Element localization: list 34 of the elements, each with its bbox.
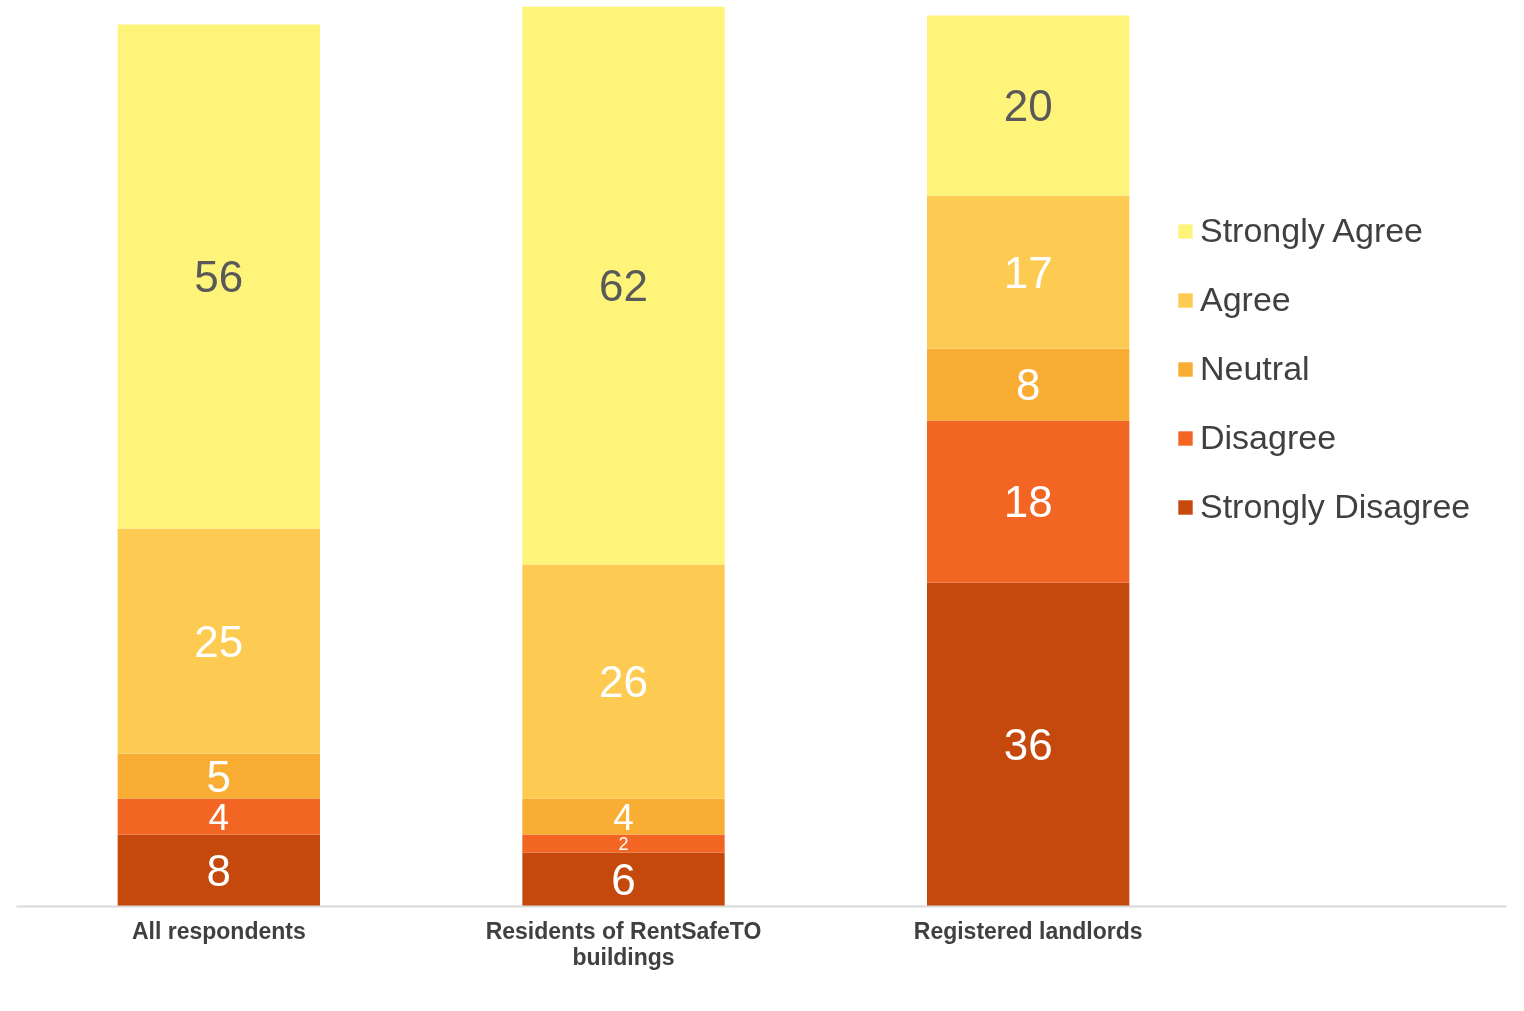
bar	[117, 834, 320, 907]
data-label: 62	[599, 261, 648, 310]
bar	[927, 348, 1130, 421]
bar	[117, 528, 320, 754]
bar	[522, 6, 725, 565]
bar	[522, 834, 725, 853]
legend-label: Agree	[1200, 280, 1291, 319]
bar	[117, 798, 320, 835]
bar	[927, 420, 1130, 583]
legend-label: Strongly Disagree	[1200, 487, 1471, 526]
data-label: 6	[611, 855, 636, 904]
bar	[927, 195, 1130, 349]
data-label: 26	[599, 657, 648, 706]
bar	[927, 15, 1130, 196]
legend-label: Strongly Agree	[1200, 211, 1424, 250]
bar	[522, 798, 725, 835]
legend-label: Disagree	[1200, 418, 1337, 457]
data-label: 56	[194, 252, 244, 301]
data-label: 18	[1003, 477, 1053, 526]
x-tick-label: Registered landlords	[913, 917, 1143, 944]
data-label: 20	[1003, 81, 1053, 130]
data-label: 17	[1003, 247, 1053, 297]
x-tick-label: Residents of RentSafeTO buildings	[485, 917, 762, 970]
bar	[927, 582, 1130, 907]
bar	[117, 24, 320, 529]
bar	[522, 852, 725, 907]
legend-label: Neutral	[1200, 349, 1310, 388]
x-tick-label: All respondents	[131, 917, 306, 944]
data-label: 8	[1015, 360, 1041, 409]
data-label: 25	[194, 616, 244, 666]
data-label: 8	[206, 846, 232, 895]
bar	[117, 753, 320, 799]
bar	[522, 564, 725, 799]
data-label: 36	[1003, 720, 1053, 769]
